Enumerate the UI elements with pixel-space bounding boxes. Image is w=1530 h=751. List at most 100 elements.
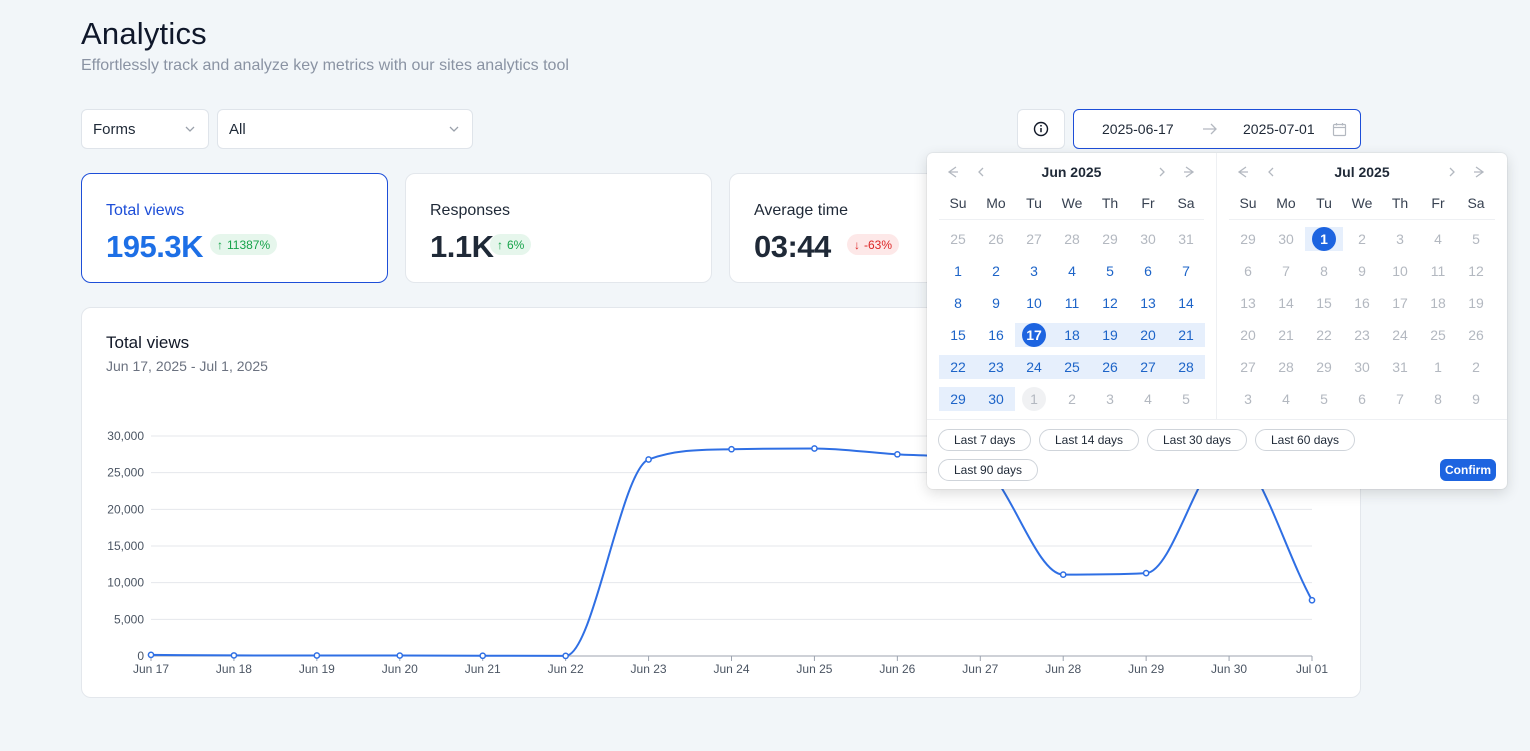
calendar-day[interactable]: 9 bbox=[1358, 263, 1366, 279]
calendar-day[interactable]: 8 bbox=[1320, 263, 1328, 279]
calendar-day[interactable]: 18 bbox=[1053, 323, 1091, 347]
range-end-input[interactable]: 2025-07-01 bbox=[1243, 121, 1315, 137]
chevron-left-icon[interactable] bbox=[974, 165, 988, 179]
confirm-button[interactable]: Confirm bbox=[1440, 459, 1496, 481]
calendar-day[interactable]: 2 bbox=[992, 263, 1000, 279]
calendar-day[interactable]: 15 bbox=[1316, 295, 1332, 311]
calendar-day[interactable]: 27 bbox=[1026, 231, 1042, 247]
calendar-day[interactable]: 22 bbox=[939, 355, 977, 379]
calendar-day[interactable]: 18 bbox=[1430, 295, 1446, 311]
chevron-right-icon[interactable] bbox=[1445, 165, 1459, 179]
calendar-day[interactable]: 27 bbox=[1240, 359, 1256, 375]
double-chevron-right-icon[interactable] bbox=[1473, 165, 1487, 179]
calendar-day[interactable]: 23 bbox=[977, 355, 1015, 379]
calendar-day[interactable]: 11 bbox=[1064, 295, 1080, 311]
calendar-day[interactable]: 31 bbox=[1392, 359, 1408, 375]
calendar-day[interactable]: 4 bbox=[1144, 391, 1152, 407]
calendar-day[interactable]: 23 bbox=[1354, 327, 1370, 343]
calendar-day[interactable]: 6 bbox=[1144, 263, 1152, 279]
calendar-day[interactable]: 20 bbox=[1129, 323, 1167, 347]
calendar-day[interactable]: 15 bbox=[950, 327, 966, 343]
calendar-day[interactable]: 14 bbox=[1178, 295, 1194, 311]
chevron-left-icon[interactable] bbox=[1264, 165, 1278, 179]
calendar-day[interactable]: 4 bbox=[1068, 263, 1076, 279]
calendar-day[interactable]: 12 bbox=[1468, 263, 1484, 279]
calendar-day[interactable]: 2 bbox=[1358, 231, 1366, 247]
calendar-day[interactable]: 30 bbox=[1140, 231, 1156, 247]
calendar-day[interactable]: 22 bbox=[1316, 327, 1332, 343]
calendar-day[interactable]: 26 bbox=[1468, 327, 1484, 343]
calendar-day[interactable]: 29 bbox=[1316, 359, 1332, 375]
calendar-day[interactable]: 8 bbox=[954, 295, 962, 311]
calendar-day[interactable]: 31 bbox=[1178, 231, 1194, 247]
calendar-day[interactable]: 19 bbox=[1091, 323, 1129, 347]
calendar-day[interactable]: 27 bbox=[1129, 355, 1167, 379]
info-button[interactable] bbox=[1017, 109, 1065, 149]
double-chevron-left-icon[interactable] bbox=[945, 165, 959, 179]
calendar-day[interactable]: 3 bbox=[1396, 231, 1404, 247]
calendar-day[interactable]: 29 bbox=[1102, 231, 1118, 247]
calendar-day[interactable]: 7 bbox=[1282, 263, 1290, 279]
calendar-day[interactable]: 1 bbox=[1434, 359, 1442, 375]
calendar-day[interactable]: 20 bbox=[1240, 327, 1256, 343]
calendar-day[interactable]: 9 bbox=[992, 295, 1000, 311]
calendar-day[interactable]: 10 bbox=[1392, 263, 1408, 279]
calendar-day[interactable]: 11 bbox=[1430, 263, 1446, 279]
calendar-day[interactable]: 4 bbox=[1434, 231, 1442, 247]
calendar-day[interactable]: 3 bbox=[1030, 263, 1038, 279]
calendar-day[interactable]: 6 bbox=[1244, 263, 1252, 279]
calendar-day[interactable]: 3 bbox=[1106, 391, 1114, 407]
calendar-day[interactable]: 5 bbox=[1182, 391, 1190, 407]
calendar-day[interactable]: 21 bbox=[1278, 327, 1294, 343]
calendar-day[interactable]: 4 bbox=[1282, 391, 1290, 407]
calendar-day[interactable]: 30 bbox=[977, 387, 1015, 411]
date-range-picker[interactable]: 2025-06-17 2025-07-01 bbox=[1073, 109, 1361, 149]
calendar-day[interactable]: 29 bbox=[1240, 231, 1256, 247]
calendar-day[interactable]: 8 bbox=[1434, 391, 1442, 407]
double-chevron-right-icon[interactable] bbox=[1183, 165, 1197, 179]
calendar-day[interactable]: 21 bbox=[1167, 323, 1205, 347]
calendar-day[interactable]: 30 bbox=[1354, 359, 1370, 375]
calendar-day[interactable]: 14 bbox=[1278, 295, 1294, 311]
calendar-day[interactable]: 2 bbox=[1472, 359, 1480, 375]
calendar-day[interactable]: 25 bbox=[950, 231, 966, 247]
calendar-day[interactable]: 25 bbox=[1053, 355, 1091, 379]
preset-button[interactable]: Last 7 days bbox=[938, 429, 1032, 451]
calendar-day[interactable]: 7 bbox=[1396, 391, 1404, 407]
calendar-day[interactable]: 5 bbox=[1320, 391, 1328, 407]
calendar-day[interactable]: 28 bbox=[1064, 231, 1080, 247]
metric-card-responses[interactable]: Responses 1.1K ↑ 6% bbox=[405, 173, 712, 283]
calendar-day[interactable]: 9 bbox=[1472, 391, 1480, 407]
calendar-day[interactable]: 1 bbox=[954, 263, 962, 279]
calendar-day[interactable]: 7 bbox=[1182, 263, 1190, 279]
calendar-day[interactable]: 24 bbox=[1392, 327, 1408, 343]
calendar-day[interactable]: 13 bbox=[1140, 295, 1156, 311]
calendar-day[interactable]: 28 bbox=[1167, 355, 1205, 379]
preset-button[interactable]: Last 30 days bbox=[1147, 429, 1248, 451]
calendar-day[interactable]: 1 bbox=[1305, 227, 1343, 251]
calendar-day[interactable]: 13 bbox=[1240, 295, 1256, 311]
calendar-day[interactable]: 12 bbox=[1102, 295, 1118, 311]
metric-card-total-views[interactable]: Total views 195.3K ↑ 11387% bbox=[81, 173, 388, 283]
calendar-day[interactable]: 16 bbox=[1354, 295, 1370, 311]
chevron-right-icon[interactable] bbox=[1155, 165, 1169, 179]
calendar-day[interactable]: 2 bbox=[1068, 391, 1076, 407]
calendar-day[interactable]: 25 bbox=[1430, 327, 1446, 343]
calendar-day[interactable]: 5 bbox=[1106, 263, 1114, 279]
calendar-day[interactable]: 3 bbox=[1244, 391, 1252, 407]
calendar-day[interactable]: 29 bbox=[939, 387, 977, 411]
calendar-day[interactable]: 26 bbox=[988, 231, 1004, 247]
double-chevron-left-icon[interactable] bbox=[1235, 165, 1249, 179]
calendar-day[interactable]: 16 bbox=[988, 327, 1004, 343]
preset-button[interactable]: Last 90 days bbox=[938, 459, 1039, 481]
calendar-day[interactable]: 6 bbox=[1358, 391, 1366, 407]
calendar-day[interactable]: 26 bbox=[1091, 355, 1129, 379]
preset-button[interactable]: Last 60 days bbox=[1255, 429, 1356, 451]
calendar-day[interactable]: 17 bbox=[1392, 295, 1408, 311]
calendar-day[interactable]: 10 bbox=[1026, 295, 1042, 311]
calendar-day[interactable]: 28 bbox=[1278, 359, 1294, 375]
type-select[interactable]: Forms bbox=[81, 109, 209, 149]
metric-card-average-time[interactable]: Average time 03:44 ↓ -63% bbox=[729, 173, 1029, 283]
calendar-day[interactable]: 30 bbox=[1278, 231, 1294, 247]
preset-button[interactable]: Last 14 days bbox=[1039, 429, 1140, 451]
